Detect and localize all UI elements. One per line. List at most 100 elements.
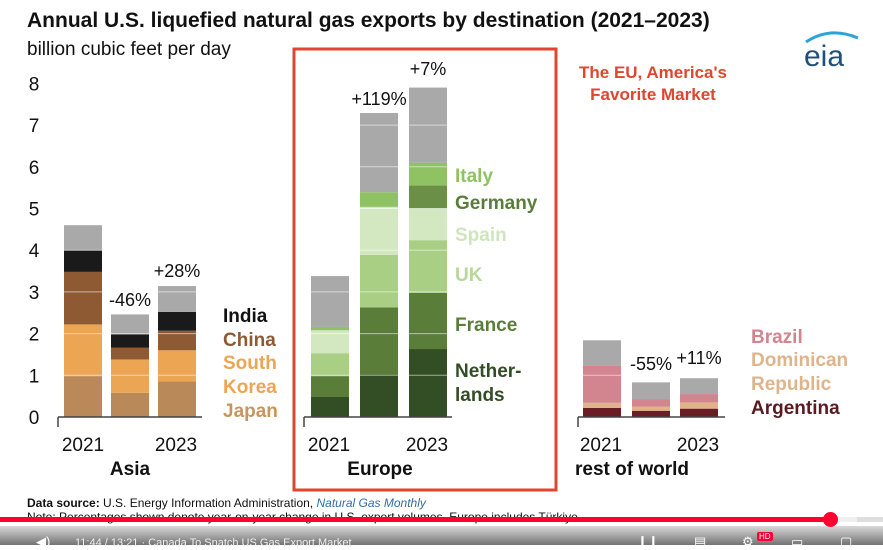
bar-segment-other-2023 (158, 286, 196, 312)
bar-segment-france-2023 (409, 292, 447, 350)
x-tick-label: 2021 (580, 435, 622, 456)
bar-segment-brazil-2023 (680, 394, 718, 403)
x-tick-label: 2023 (155, 435, 197, 456)
y-tick-label: 0 (29, 408, 40, 429)
x-tick-label: 2023 (406, 435, 448, 456)
hd-badge: HD (757, 532, 773, 541)
bar-segment-south-korea-2021 (64, 324, 102, 377)
legend-label: lands (455, 385, 505, 406)
bar-segment-other-2022 (360, 113, 398, 193)
y-tick-label: 2 (29, 325, 40, 346)
bar-segment-netherlands-2021 (311, 396, 349, 417)
legend-label: Argentina (751, 398, 840, 419)
bar-segment-india-2023 (158, 311, 196, 331)
bar-segment-uk-2021 (311, 353, 349, 377)
video-time-and-title: 11:44 / 13:21 · Canada To Snatch US Gas … (75, 537, 352, 549)
y-tick-label: 8 (29, 74, 40, 95)
change-label: -46% (109, 290, 151, 310)
change-label: +119% (351, 89, 406, 109)
legend-label: Republic (751, 374, 832, 395)
bar-segment-dominican-republic-2023 (680, 402, 718, 409)
subtitles-icon[interactable]: ▤ (694, 534, 707, 549)
europe-highlight-box (292, 47, 558, 492)
svg-text:eia: eia (804, 40, 844, 72)
bar-segment-japan-2023 (158, 381, 196, 417)
video-player-controls: ◀) 11:44 / 13:21 · Canada To Snatch US G… (0, 512, 883, 549)
bar-segment-italy-2022 (360, 192, 398, 207)
legend-label: Korea (223, 377, 277, 398)
pause-icon[interactable]: ❙❙ (637, 534, 659, 549)
legend-label: Japan (223, 401, 278, 422)
bar-segment-netherlands-2023 (409, 349, 447, 417)
bar-segment-japan-2021 (64, 376, 102, 417)
progress-scrubber-handle[interactable] (823, 512, 839, 527)
bar-segment-china-2022 (111, 347, 149, 360)
source-publication[interactable]: Natural Gas Monthly (316, 496, 426, 510)
legend-label: Italy (455, 166, 493, 187)
player-control-bar (0, 526, 883, 545)
bar-segment-japan-2022 (111, 392, 149, 417)
y-axis-unit-label: billion cubic feet per day (27, 39, 231, 60)
bar-segment-other-2021 (311, 276, 349, 327)
bar-segment-south-korea-2023 (158, 350, 196, 382)
bar-segment-other-2021 (64, 225, 102, 251)
bar-segment-argentina-2022 (632, 410, 670, 417)
bar-segment-spain-2023 (409, 208, 447, 241)
miniplayer-icon[interactable]: ▭ (791, 534, 804, 549)
callout-line-2: Favorite Market (590, 85, 716, 104)
bar-segment-germany-2023 (409, 185, 447, 209)
legend-label: UK (455, 265, 483, 286)
y-tick-label: 7 (29, 116, 40, 137)
x-tick-label: 2021 (308, 435, 350, 456)
bar-segment-argentina-2023 (680, 408, 718, 417)
progress-bar[interactable] (0, 512, 883, 527)
y-tick-label: 1 (29, 366, 40, 387)
legend-label: Germany (455, 193, 538, 214)
y-tick-label: 4 (29, 241, 40, 262)
eia-logo: eia (804, 31, 859, 72)
panel-label-asia: Asia (110, 459, 151, 480)
progress-played (0, 517, 831, 522)
bar-segment-dominican-republic-2022 (632, 406, 670, 411)
settings-icon[interactable]: ⚙ (742, 534, 754, 549)
bar-segment-india-2021 (64, 250, 102, 272)
bar-segment-argentina-2021 (583, 407, 621, 417)
volume-icon[interactable]: ◀) (36, 534, 51, 549)
panel-label-europe: Europe (347, 459, 412, 480)
bar-segment-spain-2021 (311, 330, 349, 354)
bar-segment-netherlands-2022 (360, 374, 398, 417)
source-text: U.S. Energy Information Administration, (103, 496, 314, 510)
chart-title: Annual U.S. liquefied natural gas export… (27, 9, 710, 32)
bar-segment-dominican-republic-2021 (583, 402, 621, 408)
legend-label: Nether- (455, 361, 522, 382)
legend-label: Brazil (751, 327, 803, 348)
change-label: +28% (154, 261, 201, 281)
legend-label: South (223, 353, 277, 374)
legend-label: France (455, 315, 517, 336)
bar-segment-italy-2023 (409, 162, 447, 186)
bar-segment-brazil-2022 (632, 399, 670, 407)
bar-segment-other-2021 (583, 340, 621, 366)
change-label: +11% (676, 348, 721, 368)
change-label: +7% (410, 59, 447, 79)
bar-segment-france-2022 (360, 307, 398, 375)
bar-segment-spain-2022 (360, 206, 398, 255)
bar-segment-south-korea-2022 (111, 359, 149, 393)
bar-segment-uk-2023 (409, 240, 447, 293)
data-source-line: Data source: U.S. Energy Information Adm… (27, 496, 426, 510)
bar-segment-france-2021 (311, 376, 349, 397)
bar-segment-brazil-2021 (583, 365, 621, 403)
bar-segment-other-2022 (632, 382, 670, 400)
bar-segment-india-2022 (111, 334, 149, 348)
bar-segment-uk-2022 (360, 254, 398, 308)
panel-label-rest-of-world: rest of world (575, 459, 689, 480)
fullscreen-icon[interactable]: ▢ (840, 534, 853, 549)
bar-segment-china-2021 (64, 271, 102, 325)
x-tick-label: 2023 (677, 435, 719, 456)
source-label: Data source: (27, 496, 100, 510)
bar-segment-italy-2021 (311, 326, 349, 331)
callout-line-1: The EU, America's (579, 63, 727, 82)
bar-segment-other-2022 (111, 314, 149, 335)
legend-label: Dominican (751, 350, 848, 371)
